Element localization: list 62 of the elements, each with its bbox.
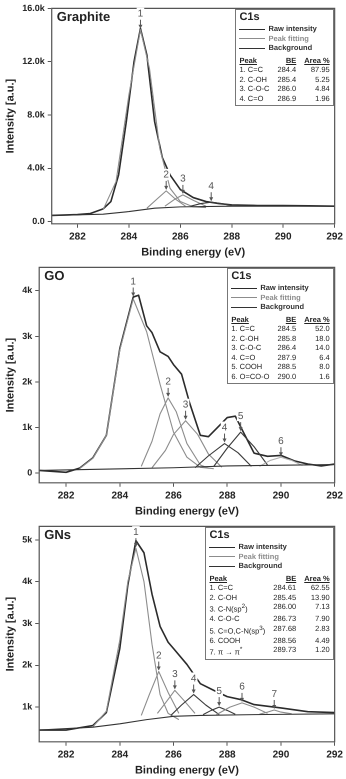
annotation: 5 — [216, 686, 222, 697]
x-tick-label: 282 — [69, 232, 86, 243]
y-tick-label: 4k — [22, 285, 34, 296]
chart-title: GNs — [44, 527, 71, 542]
annotation: 6 — [239, 682, 246, 693]
y-tick-label: 8.0k — [27, 109, 46, 120]
annotation: 5 — [238, 410, 244, 422]
y-tick-label: 12.0k — [22, 56, 46, 66]
y-tick-label: 0 — [27, 468, 32, 478]
x-tick-label: 284 — [111, 490, 129, 502]
y-axis-title: Intensity [a.u.] — [4, 596, 17, 672]
legend-title: C1s — [231, 270, 252, 284]
x-tick-label: 284 — [111, 750, 129, 761]
x-tick-label: 290 — [274, 232, 292, 243]
x-tick-label: 292 — [326, 490, 344, 502]
x-tick-label: 288 — [223, 232, 241, 243]
annotation: 7 — [271, 688, 278, 700]
x-tick-label: 286 — [165, 490, 182, 502]
y-axis-title: Intensity [a.u.] — [4, 337, 17, 412]
x-tick-label: 288 — [218, 490, 236, 502]
x-tick-label: 282 — [58, 490, 75, 502]
y-tick-label: 4.0k — [27, 162, 46, 173]
annotation: 3 — [172, 669, 178, 680]
annotation: 1 — [130, 276, 136, 288]
legend-title: C1s — [209, 529, 231, 542]
y-tick-label: 3k — [22, 618, 34, 628]
annotation: 2 — [156, 650, 162, 662]
annotation: 2 — [165, 376, 172, 388]
x-tick-label: 290 — [272, 750, 290, 761]
annotation: 3 — [180, 174, 186, 185]
annotation: 1 — [133, 526, 140, 538]
annotation: 4 — [208, 180, 214, 192]
annotation: 4 — [222, 422, 228, 434]
y-tick-label: 5k — [22, 534, 34, 544]
y-axis-title: Intensity [a.u.] — [4, 78, 17, 154]
y-tick-label: 2k — [22, 660, 34, 670]
x-tick-label: 284 — [120, 232, 138, 243]
x-tick-label: 292 — [326, 750, 344, 761]
y-tick-label: 1k — [22, 702, 34, 712]
y-tick-label: 3k — [22, 330, 34, 341]
y-tick-label: 0.0 — [32, 216, 45, 226]
annotation: 3 — [182, 399, 189, 410]
annotation: 6 — [278, 436, 284, 447]
y-tick-label: 2k — [22, 376, 34, 386]
x-tick-label: 292 — [326, 232, 344, 243]
annotation: 4 — [190, 673, 197, 684]
x-axis-title: Binding energy (eV) — [134, 764, 240, 776]
annotation: 2 — [163, 170, 170, 181]
x-tick-label: 288 — [218, 750, 236, 761]
chart-title: GO — [44, 268, 64, 284]
x-tick-label: 290 — [272, 490, 290, 502]
x-tick-label: 286 — [172, 232, 190, 243]
x-tick-label: 286 — [165, 750, 182, 761]
x-tick-label: 282 — [58, 750, 75, 761]
y-tick-label: 1k — [22, 422, 34, 432]
x-axis-title: Binding energy (eV) — [141, 246, 246, 258]
y-tick-label: 16.0k — [22, 2, 46, 13]
x-axis-title: Binding energy (eV) — [134, 505, 240, 518]
chart-title: Graphite — [56, 9, 110, 24]
legend-title: C1s — [239, 11, 261, 24]
y-tick-label: 4k — [22, 576, 34, 586]
annotation: 1 — [138, 8, 144, 20]
